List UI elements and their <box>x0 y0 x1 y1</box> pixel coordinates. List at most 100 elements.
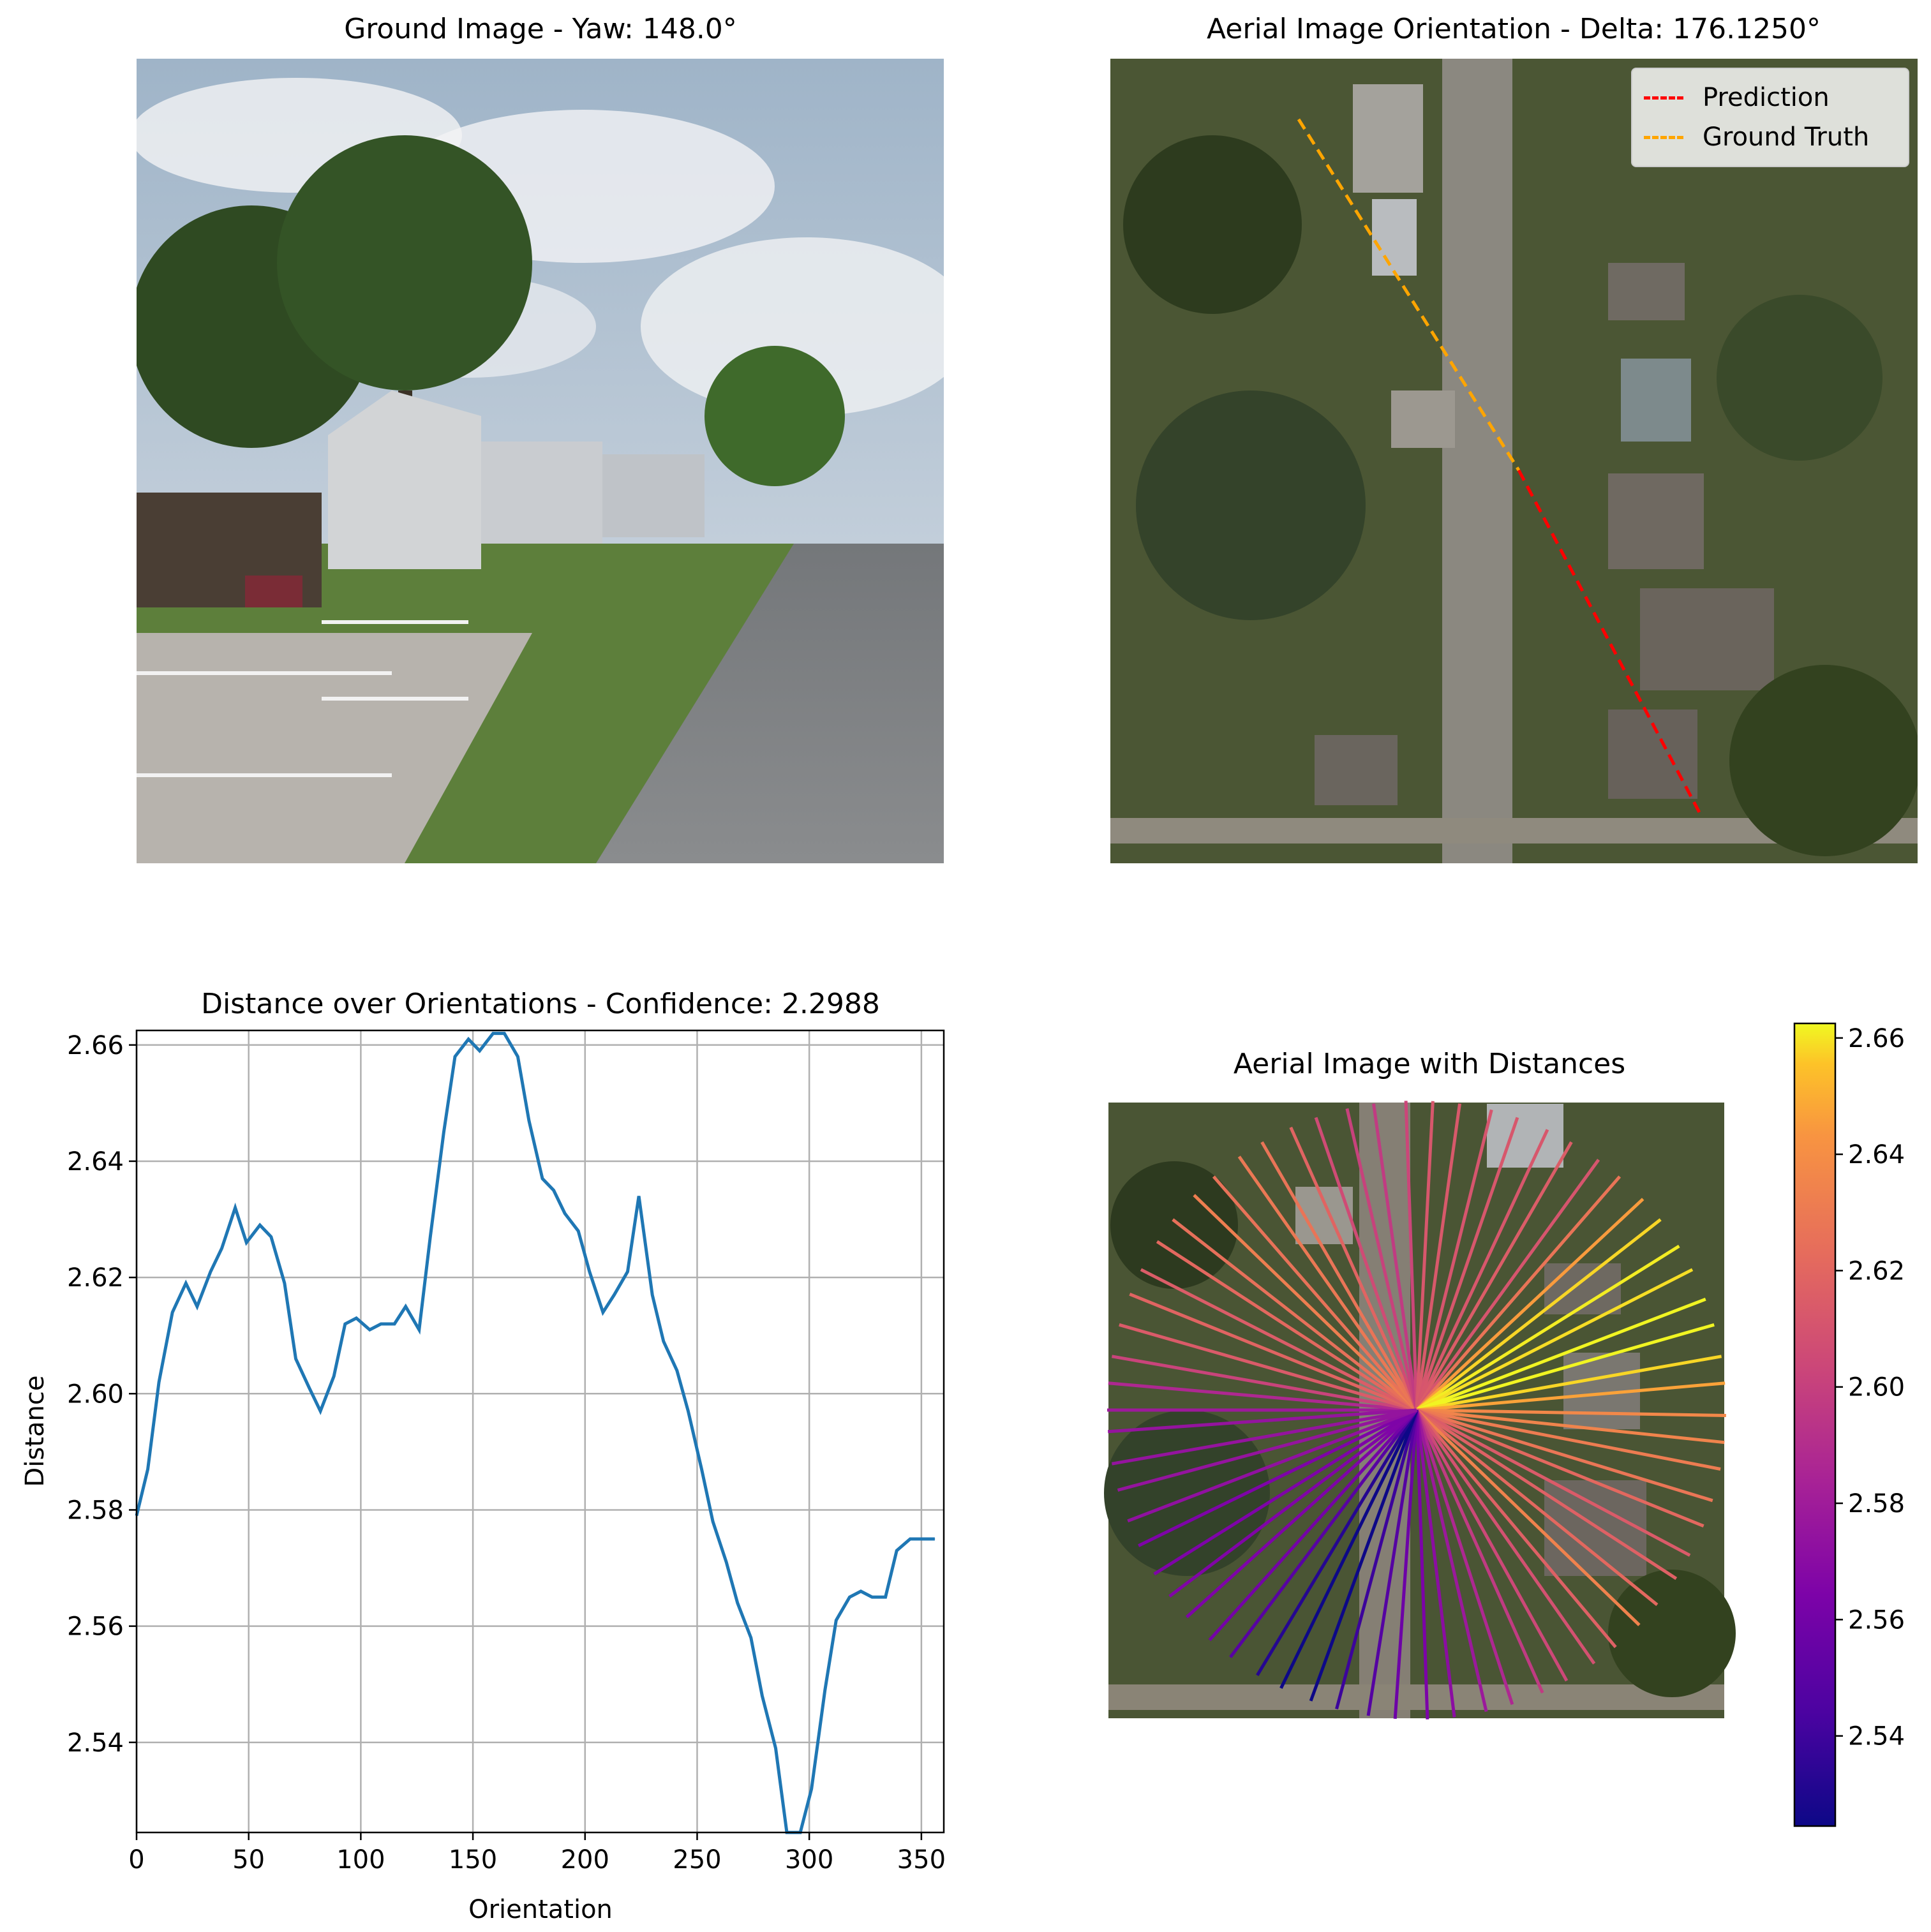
series-point <box>934 1538 936 1540</box>
series-point <box>750 1637 752 1638</box>
series-point <box>761 1695 763 1697</box>
radial-line <box>1415 1409 1659 1607</box>
radial-line <box>1415 1409 1617 1649</box>
radial-line <box>1153 1408 1418 1576</box>
ground-street-photo <box>137 59 944 863</box>
radial-line <box>1393 1409 1419 1719</box>
radial-line <box>1140 1268 1418 1412</box>
orientation-lines <box>1297 118 1703 816</box>
radial-line <box>1415 1159 1600 1411</box>
radial-line <box>1416 1408 1713 1503</box>
radial-line <box>1415 1409 1514 1705</box>
radial-line <box>1127 1408 1417 1523</box>
radial-line <box>1372 1103 1419 1411</box>
line-chart-title: Distance over Orientations - Confidence:… <box>201 988 880 1020</box>
colorbar-tick-label: 2.56 <box>1848 1605 1905 1635</box>
radial-line <box>1415 1244 1680 1412</box>
series-point <box>909 1538 911 1540</box>
line-chart-ticks: 0 50 100 150 200 250 300 350 2.54 2.56 2.58 2.60 2.6… <box>67 1031 946 1875</box>
series-point <box>528 1120 530 1121</box>
x-axis-label: Orientation <box>468 1895 613 1924</box>
radial-line <box>1260 1141 1419 1411</box>
radial-line <box>1415 1409 1569 1682</box>
radial-line <box>1415 1408 1691 1557</box>
x-tick-label: 0 <box>128 1845 144 1875</box>
colorbar-tick-label: 2.64 <box>1848 1140 1905 1170</box>
radial-line <box>1404 1101 1419 1411</box>
radial-line <box>1129 1292 1417 1412</box>
radial-line <box>1335 1409 1419 1710</box>
series-point <box>246 1242 247 1243</box>
x-tick-label: 100 <box>336 1845 385 1875</box>
radial-line <box>1237 1155 1419 1411</box>
radial-line <box>1415 1268 1694 1412</box>
radial-line <box>1208 1409 1418 1642</box>
y-tick-label: 2.54 <box>67 1728 124 1758</box>
radial-lines <box>1107 1101 1726 1720</box>
series-point <box>849 1596 850 1598</box>
radial-line <box>1117 1408 1417 1492</box>
y-tick-label: 2.66 <box>67 1031 124 1060</box>
radial-line <box>1108 1381 1417 1412</box>
radial-line <box>1415 1409 1488 1713</box>
y-tick-label: 2.60 <box>67 1379 124 1409</box>
series-point <box>454 1056 456 1057</box>
distance-series-points <box>136 1033 936 1833</box>
radial-line <box>1416 1355 1722 1412</box>
radial-line <box>1279 1409 1419 1689</box>
radial-distance-panel: Aerial Image with Distances <box>1085 995 1931 1853</box>
prediction-swatch <box>1644 96 1683 100</box>
radial-line <box>1415 1101 1435 1411</box>
radial-line <box>1168 1409 1418 1598</box>
radial-line <box>1229 1409 1418 1658</box>
series-point <box>221 1248 223 1249</box>
radial-line <box>1415 1103 1461 1411</box>
radial-line <box>1415 1409 1641 1626</box>
y-tick-label: 2.64 <box>67 1147 124 1177</box>
radial-line <box>1416 1408 1721 1471</box>
radial-line <box>1415 1409 1429 1720</box>
series-point <box>676 1370 678 1371</box>
radial-line <box>1415 1129 1549 1411</box>
x-tick-label: 50 <box>232 1845 265 1875</box>
radial-line <box>1416 1408 1725 1445</box>
radial-line <box>1289 1126 1419 1411</box>
series-point <box>553 1189 555 1191</box>
radial-line <box>1193 1194 1418 1411</box>
y-axis-label: Distance <box>20 1376 50 1487</box>
series-point <box>394 1323 395 1325</box>
legend-label-ground-truth: Ground Truth <box>1703 123 1870 152</box>
radial-line <box>1309 1409 1419 1702</box>
radial-line <box>1156 1240 1418 1412</box>
series-point <box>479 1050 481 1051</box>
y-tick-label: 2.62 <box>67 1263 124 1293</box>
colorbar-tick-label: 2.62 <box>1848 1256 1905 1286</box>
radial-line <box>1212 1175 1418 1411</box>
series-point <box>726 1561 727 1563</box>
radial-line <box>1138 1408 1418 1547</box>
radial-line <box>1415 1218 1662 1411</box>
radial-line <box>1185 1409 1418 1619</box>
distance-series-line <box>135 1032 935 1834</box>
distance-line-chart: Distance over Orientations - Confidence:… <box>20 988 946 1924</box>
radial-line <box>1415 1109 1493 1411</box>
series-point <box>542 1178 543 1179</box>
colorbar-tick-label: 2.58 <box>1848 1489 1905 1519</box>
colorbar-tick-label: 2.60 <box>1848 1373 1905 1402</box>
colorbar <box>1793 1022 1837 1827</box>
radial-distance-chart: Aerial Image with Distances <box>1104 1022 1905 1827</box>
radial-line <box>1111 1355 1417 1412</box>
radial-line <box>1416 1323 1715 1412</box>
radial-line <box>1416 1408 1726 1417</box>
distance-line-chart-panel: Distance over Orientations - Confidence:… <box>0 976 970 1932</box>
series-point <box>663 1341 664 1342</box>
radial-line <box>1111 1408 1417 1466</box>
colorbar-tick-label: 2.66 <box>1848 1024 1905 1053</box>
line-chart-frame <box>135 1029 945 1834</box>
x-tick-label: 350 <box>897 1845 946 1875</box>
legend-item-ground-truth: Ground Truth <box>1644 117 1897 157</box>
radial-line <box>1416 1381 1726 1412</box>
radial-line <box>1172 1218 1418 1411</box>
y-tick-label: 2.56 <box>67 1612 124 1642</box>
series-point <box>380 1323 382 1325</box>
